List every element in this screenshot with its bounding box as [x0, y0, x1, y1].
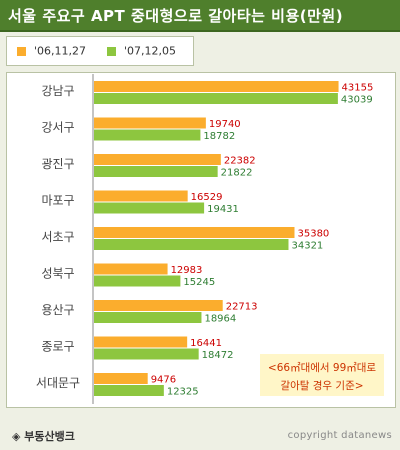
- category-label: 광진구: [41, 157, 74, 171]
- data-label-2006: 43155: [342, 83, 374, 94]
- data-label-2007: 19431: [207, 204, 239, 215]
- data-label-2007: 18964: [204, 314, 236, 325]
- data-label-2006: 22382: [224, 156, 256, 167]
- bar-2006: [94, 336, 188, 348]
- bar-2006: [94, 81, 339, 92]
- bar-2007: [94, 239, 289, 250]
- data-label-2007: 21822: [221, 168, 253, 179]
- legend-item-2006: '06,11,27: [17, 44, 86, 58]
- data-label-2006: 16529: [191, 192, 223, 203]
- category-label: 성북구: [41, 267, 74, 281]
- category-label: 마포구: [41, 194, 74, 208]
- data-label-2006: 35380: [297, 229, 329, 240]
- legend-label-2007: '07,12,05: [124, 44, 177, 58]
- bar-2007: [94, 202, 205, 214]
- data-label-2007: 15245: [183, 277, 215, 288]
- bar-2006: [94, 154, 221, 165]
- note-line-1: <66㎡대에서 99㎡대로: [267, 362, 377, 374]
- chart-title: 서울 주요구 APT 중대형으로 갈아타는 비용(만원): [8, 7, 344, 25]
- title-bar: 서울 주요구 APT 중대형으로 갈아타는 비용(만원): [0, 0, 400, 32]
- bar-2006: [94, 227, 295, 238]
- bar-2006: [94, 373, 148, 384]
- category-label: 강남구: [41, 84, 74, 98]
- bar-2007: [94, 166, 218, 177]
- data-label-2006: 12983: [171, 265, 203, 276]
- data-label-2007: 43039: [341, 95, 373, 106]
- data-label-2006: 16441: [190, 338, 222, 349]
- category-label: 강서구: [41, 121, 74, 135]
- bar-2007: [94, 385, 164, 396]
- bar-2007: [94, 275, 181, 287]
- data-label-2007: 12325: [167, 387, 199, 398]
- data-label-2007: 34321: [291, 241, 323, 252]
- legend-swatch-2006: [17, 46, 26, 56]
- copyright-label: copyright datanews: [287, 430, 392, 441]
- source-label: ◈ 부동산뱅크: [12, 430, 75, 443]
- bar-2006: [94, 190, 188, 202]
- data-label-2006: 19740: [209, 119, 241, 130]
- bar-2006: [94, 263, 168, 275]
- data-label-2006: 9476: [151, 375, 176, 386]
- legend-item-2007: '07,12,05: [107, 44, 176, 58]
- bar-2007: [94, 129, 201, 141]
- data-label-2007: 18782: [203, 131, 235, 142]
- bar-2007: [94, 93, 338, 104]
- bar-2006: [94, 117, 206, 129]
- bar-2007: [94, 312, 202, 323]
- category-label: 서초구: [41, 230, 74, 244]
- legend-swatch-2007: [107, 46, 116, 56]
- category-label: 종로구: [41, 340, 74, 354]
- bar-2007: [94, 348, 199, 360]
- data-label-2007: 18472: [202, 350, 234, 361]
- legend: '06,11,27 '07,12,05: [6, 36, 194, 66]
- data-label-2006: 22713: [226, 302, 258, 313]
- legend-label-2006: '06,11,27: [34, 44, 87, 58]
- category-label: 용산구: [41, 303, 74, 317]
- bar-2006: [94, 300, 223, 311]
- category-label: 서대문구: [36, 376, 80, 390]
- note-line-2: 갈아탈 경우 기준>: [280, 380, 364, 392]
- note-box: <66㎡대에서 99㎡대로 갈아탈 경우 기준>: [260, 354, 384, 396]
